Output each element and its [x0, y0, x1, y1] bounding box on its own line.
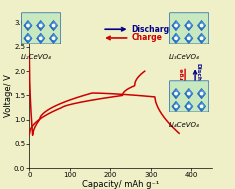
Text: Li₄CeVO₄: Li₄CeVO₄ [169, 122, 200, 128]
Text: Discharge: Discharge [131, 25, 175, 34]
Polygon shape [185, 33, 193, 43]
Text: Li₃CeVO₄: Li₃CeVO₄ [169, 54, 200, 60]
Polygon shape [197, 33, 206, 43]
Polygon shape [197, 106, 202, 112]
Circle shape [188, 37, 190, 40]
Polygon shape [189, 88, 193, 94]
Circle shape [200, 24, 203, 27]
Circle shape [39, 24, 42, 27]
Polygon shape [189, 33, 193, 38]
Polygon shape [49, 20, 58, 31]
Text: Li₂CeVO₄: Li₂CeVO₄ [21, 54, 52, 60]
Circle shape [52, 37, 55, 40]
Polygon shape [24, 20, 32, 31]
Polygon shape [202, 88, 206, 94]
Polygon shape [176, 20, 180, 26]
Polygon shape [189, 20, 193, 26]
Polygon shape [185, 106, 189, 112]
FancyBboxPatch shape [170, 13, 209, 44]
FancyBboxPatch shape [170, 81, 209, 112]
Polygon shape [172, 33, 180, 43]
Circle shape [188, 24, 190, 27]
Polygon shape [172, 94, 176, 99]
Circle shape [27, 24, 29, 27]
Polygon shape [185, 101, 193, 112]
Polygon shape [49, 38, 54, 43]
Y-axis label: Voltage/ V: Voltage/ V [4, 74, 12, 117]
Polygon shape [176, 101, 180, 106]
Circle shape [188, 105, 190, 108]
Polygon shape [24, 33, 32, 43]
Circle shape [39, 37, 42, 40]
Circle shape [175, 37, 177, 40]
Polygon shape [37, 33, 45, 43]
Text: Charge: Charge [131, 33, 162, 43]
Polygon shape [37, 38, 41, 43]
Circle shape [175, 92, 177, 95]
Polygon shape [197, 94, 202, 99]
Polygon shape [197, 20, 206, 31]
Circle shape [200, 105, 203, 108]
Polygon shape [24, 38, 28, 43]
Polygon shape [172, 101, 180, 112]
Polygon shape [28, 20, 32, 26]
Polygon shape [172, 88, 180, 99]
Polygon shape [176, 33, 180, 38]
Polygon shape [185, 94, 189, 99]
Polygon shape [54, 20, 58, 26]
Circle shape [27, 37, 29, 40]
Circle shape [200, 37, 203, 40]
Polygon shape [172, 106, 176, 112]
Polygon shape [185, 88, 193, 99]
Polygon shape [172, 26, 176, 31]
Polygon shape [202, 33, 206, 38]
Polygon shape [41, 20, 45, 26]
Text: Charge: Charge [180, 67, 185, 91]
FancyBboxPatch shape [22, 13, 61, 44]
Polygon shape [202, 101, 206, 106]
Polygon shape [49, 33, 58, 43]
Polygon shape [24, 26, 28, 31]
Polygon shape [202, 20, 206, 26]
Circle shape [52, 24, 55, 27]
Polygon shape [185, 26, 189, 31]
Circle shape [200, 92, 203, 95]
Polygon shape [28, 33, 32, 38]
Polygon shape [172, 38, 176, 43]
Polygon shape [176, 88, 180, 94]
Polygon shape [41, 33, 45, 38]
Polygon shape [197, 26, 202, 31]
X-axis label: Capacity/ mAh g⁻¹: Capacity/ mAh g⁻¹ [82, 180, 159, 189]
Polygon shape [197, 38, 202, 43]
Circle shape [188, 92, 190, 95]
Polygon shape [197, 101, 206, 112]
Polygon shape [197, 88, 206, 99]
Polygon shape [49, 26, 54, 31]
Polygon shape [37, 26, 41, 31]
Polygon shape [185, 38, 189, 43]
Polygon shape [185, 20, 193, 31]
Polygon shape [54, 33, 58, 38]
Polygon shape [37, 20, 45, 31]
Circle shape [175, 105, 177, 108]
Polygon shape [189, 101, 193, 106]
Text: Discharge: Discharge [195, 63, 200, 96]
Polygon shape [172, 20, 180, 31]
Circle shape [175, 24, 177, 27]
